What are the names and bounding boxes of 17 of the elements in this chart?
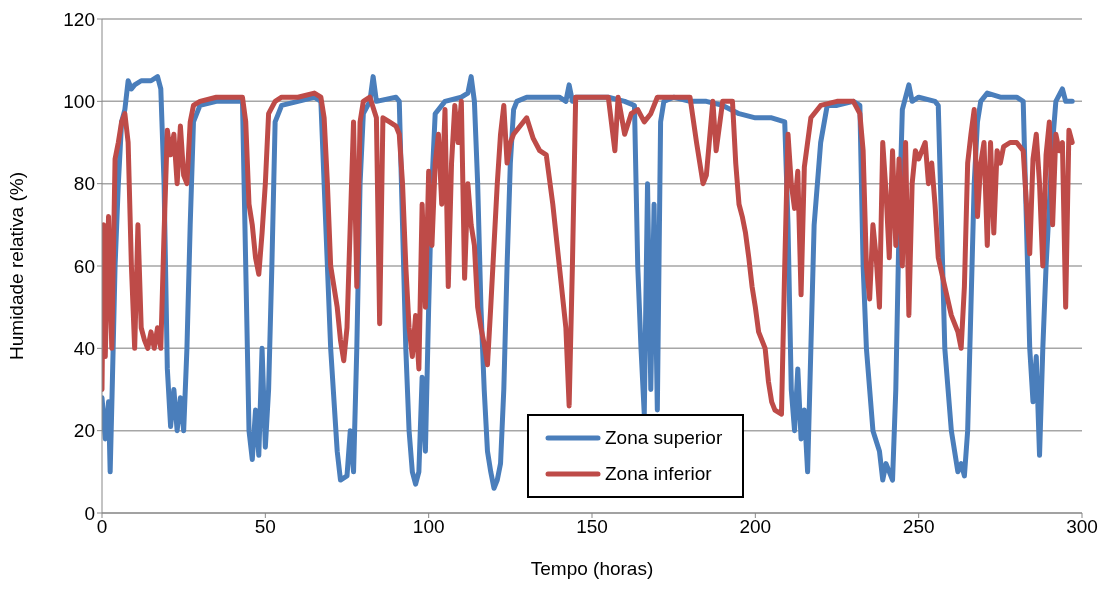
x-tick-label: 200: [739, 516, 772, 538]
x-tick-label: 50: [254, 516, 276, 538]
x-tick-label: 300: [1066, 516, 1098, 538]
legend-label: Zona superior: [605, 427, 723, 449]
y-tick-label: 0: [84, 502, 95, 524]
x-tick-label: 250: [902, 516, 935, 538]
y-tick-label: 80: [73, 173, 95, 195]
y-tick-label: 20: [73, 420, 95, 442]
y-tick-label: 120: [63, 8, 95, 30]
y-tick-label: 100: [63, 91, 95, 113]
x-axis-title: Tempo (horas): [530, 558, 654, 579]
x-tick-label: 150: [576, 516, 608, 538]
legend-label: Zona inferior: [605, 463, 712, 485]
y-tick-label: 40: [73, 338, 95, 360]
x-tick-label: 100: [412, 516, 445, 538]
y-tick-label: 60: [73, 255, 95, 277]
y-axis-title: Humidade relativa (%): [5, 172, 27, 360]
